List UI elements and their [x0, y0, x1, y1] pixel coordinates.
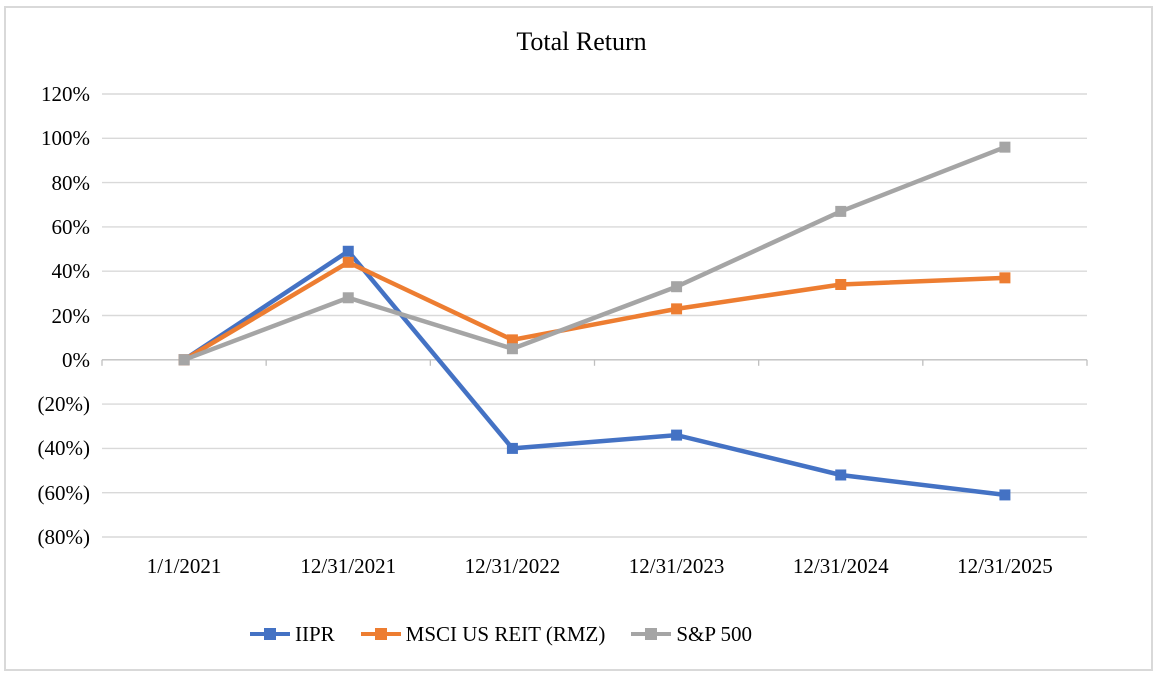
- y-tick-label: (20%): [37, 392, 90, 417]
- data-point-iipr: [671, 429, 683, 441]
- data-point-msci-us-reit-rmz: [506, 334, 518, 346]
- x-tick-label: 12/31/2022: [464, 554, 561, 578]
- legend-label: MSCI US REIT (RMZ): [405, 622, 606, 646]
- legend-line-square-icon: [249, 628, 290, 640]
- x-tick-label: 12/31/2025: [957, 554, 1053, 578]
- legend-square: [374, 628, 387, 640]
- data-point-s-p-500: [342, 292, 354, 304]
- data-point-msci-us-reit-rmz: [671, 303, 683, 315]
- series-line-s-p-500: [183, 145, 1006, 362]
- data-point-s-p-500: [999, 141, 1011, 153]
- chart-border: [4, 6, 1153, 671]
- data-point-s-p-500: [506, 343, 518, 355]
- x-tick-label: 1/1/2021: [146, 554, 222, 578]
- chart-title: Total Return: [516, 27, 647, 56]
- data-point-iipr: [506, 442, 518, 454]
- data-point-iipr: [342, 245, 354, 257]
- y-tick-label: 100%: [41, 126, 90, 151]
- data-point-iipr: [999, 489, 1011, 501]
- legend-line-square-icon: [631, 628, 672, 640]
- x-tick-label: 12/31/2021: [300, 554, 397, 578]
- data-point-s-p-500: [178, 354, 190, 366]
- legend-item-iipr: IIPR: [249, 621, 335, 647]
- legend-line-square-icon: [360, 628, 401, 640]
- y-tick-label: 120%: [41, 82, 90, 106]
- data-point-iipr: [835, 469, 847, 481]
- legend-square: [645, 628, 658, 640]
- legend-label: IIPR: [294, 622, 335, 646]
- y-tick-label: 80%: [51, 170, 91, 195]
- y-tick-label: (40%): [37, 436, 90, 461]
- y-tick-label: 0%: [62, 347, 90, 372]
- y-tick-label: (60%): [37, 480, 90, 505]
- series-line-iipr: [182, 248, 1006, 498]
- legend-square: [263, 628, 276, 640]
- legend-label: S&P 500: [676, 622, 753, 646]
- y-tick-label: (80%): [37, 525, 90, 549]
- data-point-msci-us-reit-rmz: [835, 278, 847, 290]
- data-point-s-p-500: [671, 281, 683, 293]
- x-tick-label: 12/31/2023: [628, 554, 725, 578]
- data-point-s-p-500: [835, 205, 847, 217]
- legend-item-msci-us-reit-rmz: MSCI US REIT (RMZ): [360, 621, 606, 647]
- y-tick-label: 40%: [51, 259, 91, 284]
- y-tick-label: 20%: [51, 303, 91, 328]
- data-point-msci-us-reit-rmz: [342, 256, 354, 268]
- x-tick-label: 12/31/2024: [792, 554, 889, 578]
- data-point-msci-us-reit-rmz: [999, 272, 1011, 284]
- series-line-msci-us-reit-rmz: [182, 259, 1006, 362]
- legend-item-s-p-500: S&P 500: [631, 621, 752, 647]
- legend: IIPR MSCI US REIT (RMZ) S&P 500: [0, 620, 1002, 648]
- y-tick-label: 60%: [51, 214, 91, 239]
